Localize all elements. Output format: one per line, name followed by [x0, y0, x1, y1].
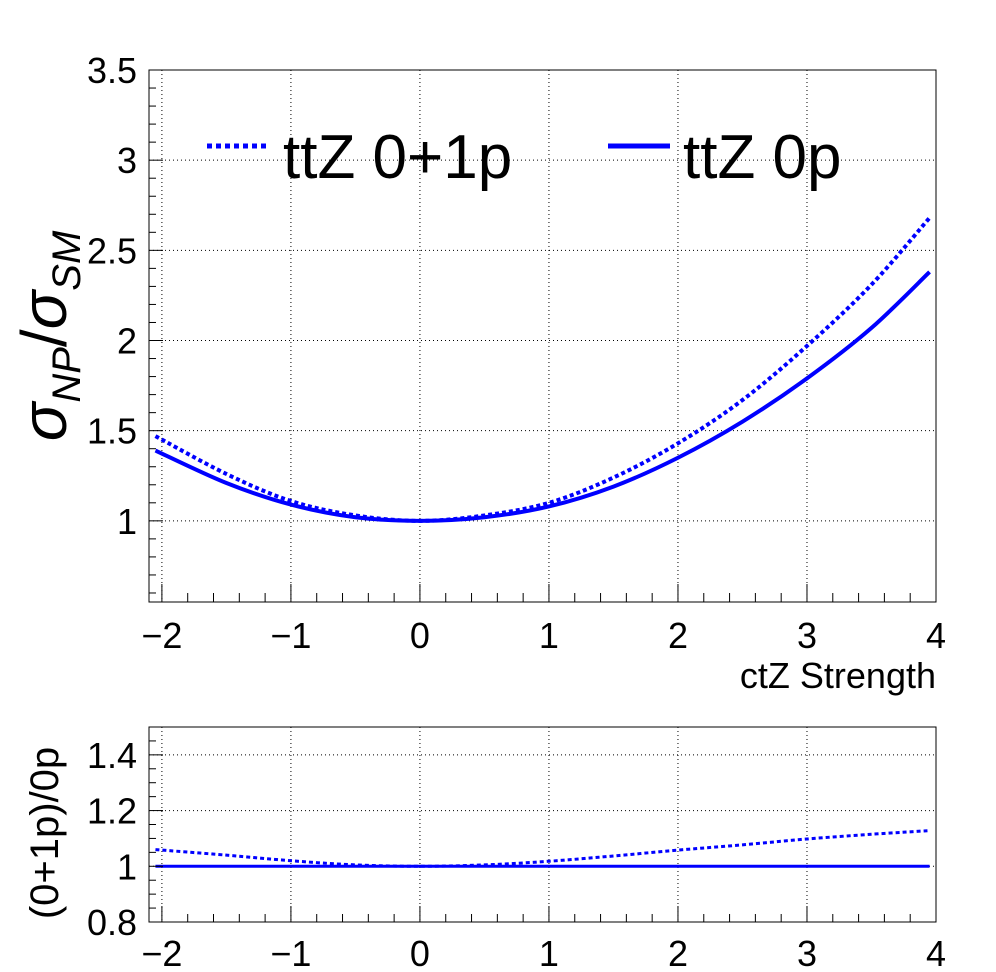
x-tick-label: 4: [926, 615, 946, 656]
y-tick-label: 1.5: [87, 411, 137, 452]
main-plot-frame: [148, 69, 937, 603]
ratio-plot-panel: −2 −1 0 1 2 3 4 0.8 1 1.2 1.4 (0+1p)/0p: [23, 726, 946, 972]
main-plot-panel: −2 −1 0 1 2 3 4 1 1.5 2 2.5 3 3.5 ttZ 0+1p ttZ 0p ct…: [8, 50, 946, 696]
main-tick-labels: −2 −1 0 1 2 3 4 1 1.5 2 2.5 3 3.5: [87, 50, 946, 656]
ylabel-sigma-sm: σ: [8, 288, 80, 329]
series-line-dotted-main: [154, 216, 932, 523]
y-tick-label: 1: [117, 501, 137, 542]
y-tick-label: 1.2: [87, 791, 137, 832]
ylabel-sigma-np: σ: [8, 400, 80, 441]
x-tick-label: 2: [668, 615, 688, 656]
x-tick-label: 3: [797, 933, 817, 972]
ylabel-sub-np: NP: [45, 347, 89, 403]
y-tick-label: 3.5: [87, 50, 137, 91]
legend-label-0p: ttZ 0p: [683, 123, 842, 192]
x-tick-label: −1: [270, 933, 311, 972]
y-tick-label: 3: [117, 140, 137, 181]
series-line-dotted-ratio: [155, 829, 930, 868]
x-tick-label: 2: [668, 933, 688, 972]
y-tick-label: 2: [117, 321, 137, 362]
x-tick-label: 4: [926, 933, 946, 972]
y-tick-label: 2.5: [87, 230, 137, 271]
series-line-solid-main: [154, 270, 931, 523]
ylabel-slash: /: [8, 329, 80, 347]
svg-text:σNP/σSM: σNP/σSM: [8, 230, 89, 441]
y-tick-label: 0.8: [87, 902, 137, 943]
ratio-plot-frame: [148, 726, 937, 923]
y-tick-label: 1.4: [87, 735, 137, 776]
y-tick-label: 1: [117, 846, 137, 887]
x-tick-label: −2: [141, 933, 182, 972]
x-tick-label: −1: [270, 615, 311, 656]
main-ticks: [149, 69, 937, 602]
x-tick-label: 0: [410, 933, 430, 972]
x-tick-label: 1: [539, 615, 559, 656]
x-tick-label: 3: [797, 615, 817, 656]
x-tick-label: 0: [410, 615, 430, 656]
x-tick-label: −2: [141, 615, 182, 656]
x-tick-label: 1: [539, 933, 559, 972]
legend-label-0p1p: ttZ 0+1p: [283, 123, 512, 192]
y-axis-label-main: σNP/σSM: [8, 230, 89, 441]
ratio-ticks: [149, 726, 937, 923]
ratio-tick-labels: −2 −1 0 1 2 3 4 0.8 1 1.2 1.4: [87, 735, 946, 972]
legend: ttZ 0+1p ttZ 0p: [207, 123, 842, 192]
ratio-series-group: [155, 829, 930, 868]
x-axis-label: ctZ Strength: [740, 655, 936, 696]
main-series-group: [154, 216, 932, 523]
ylabel-sub-sm: SM: [45, 230, 89, 291]
y-axis-label-ratio: (0+1p)/0p: [23, 747, 67, 919]
ratio-grid: [149, 727, 937, 923]
